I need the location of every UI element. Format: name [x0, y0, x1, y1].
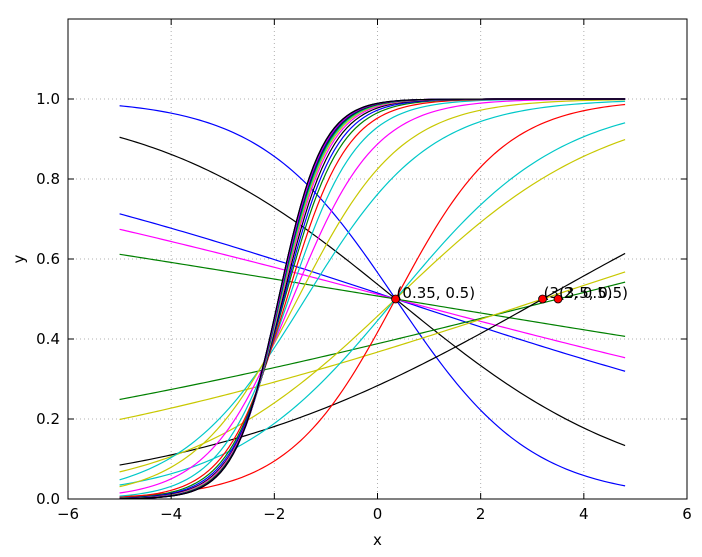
series-line: [119, 253, 626, 337]
x-tick-label: 6: [682, 505, 692, 523]
data-point: [538, 294, 547, 304]
series-line: [119, 99, 626, 488]
x-tick-label: 4: [579, 505, 589, 523]
series-line: [119, 98, 626, 500]
series-line: [119, 98, 626, 494]
y-tick-label: 1.0: [36, 90, 60, 108]
series-line: [119, 103, 626, 498]
series-line: [119, 213, 626, 372]
y-axis-label: y: [10, 254, 28, 263]
series-line: [119, 100, 626, 481]
series-line: [119, 105, 626, 487]
x-tick-label: 0: [373, 505, 383, 523]
x-tick-label: −6: [57, 505, 79, 523]
point-label: (0.35, 0.5): [397, 284, 476, 302]
series-line: [119, 122, 626, 486]
x-tick-label: 2: [476, 505, 486, 523]
x-axis-label: x: [373, 531, 382, 549]
curves: [119, 98, 626, 500]
y-tick-label: 0.4: [36, 330, 60, 348]
x-tick-label: −4: [160, 505, 182, 523]
y-tick-label: 0.2: [36, 410, 60, 428]
y-tick-label: 0.8: [36, 170, 60, 188]
point-label: (3.5, 0.5): [559, 284, 628, 302]
ticks: −6 −4 −2 0 2 4 6 0.0 0.2 0.4 0.6 0.8 1.0: [36, 19, 692, 523]
series-line: [119, 136, 626, 447]
series-line: [119, 281, 626, 401]
series-line: [119, 228, 626, 359]
x-tick-label: −2: [263, 505, 285, 523]
y-tick-label: 0.0: [36, 490, 60, 508]
points: (0.35, 0.5) (3.2, 0.5)(3.5, 0.5): [391, 284, 628, 304]
data-point: [553, 294, 563, 304]
y-tick-label: 0.6: [36, 250, 60, 268]
data-point: [391, 294, 400, 304]
